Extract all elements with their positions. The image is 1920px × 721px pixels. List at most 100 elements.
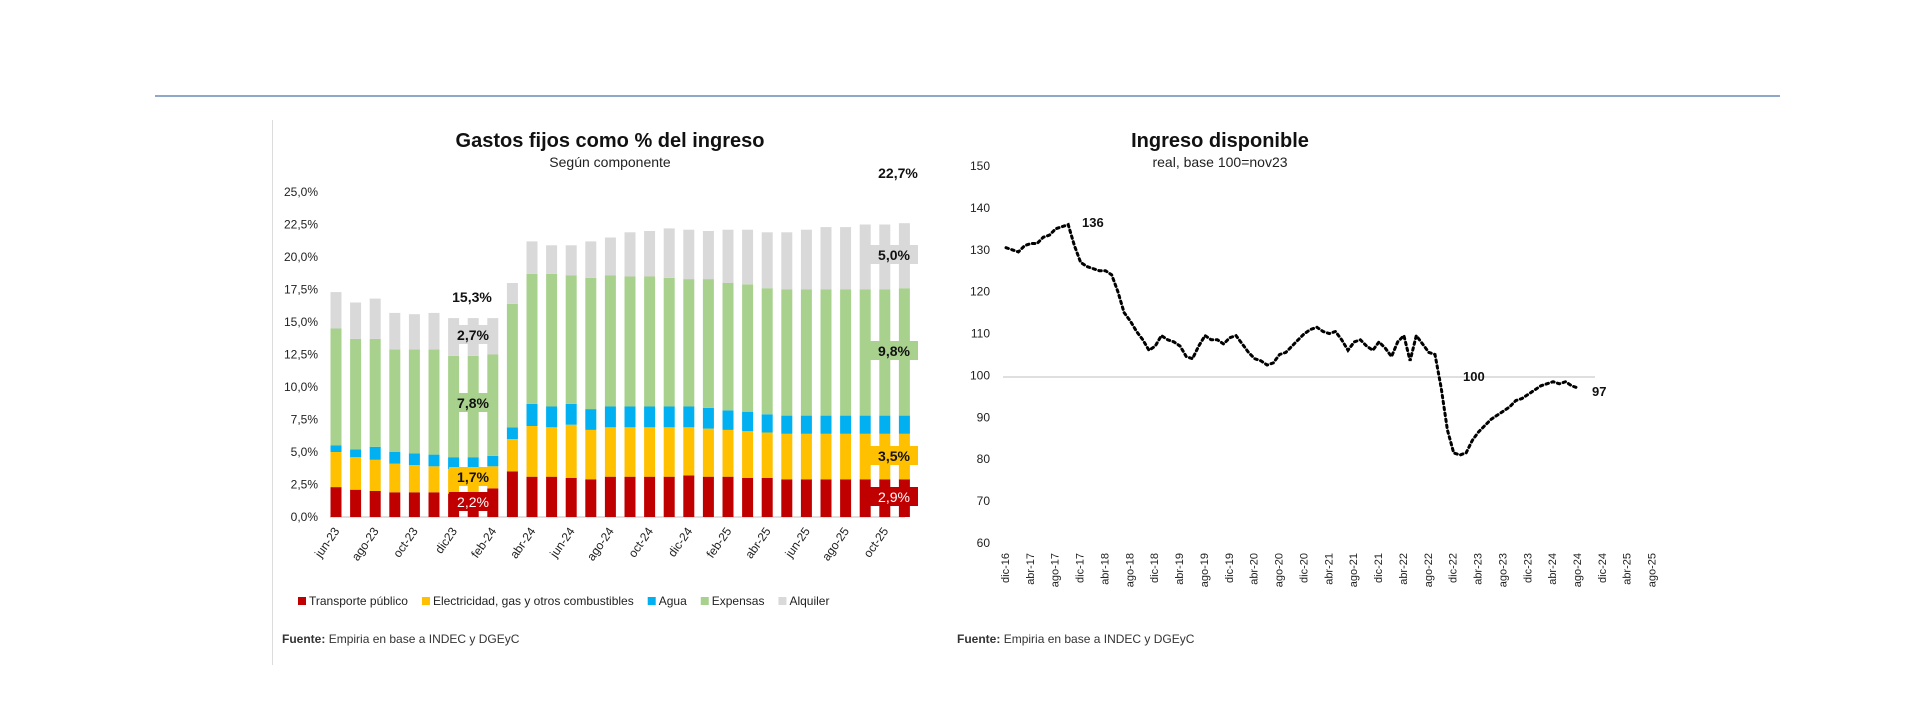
bar-segment-electricidad <box>800 433 812 480</box>
bar-x-tick-label: ago-25 <box>819 524 852 563</box>
bar-segment-transporte <box>350 489 362 517</box>
bar-segment-agua <box>663 406 675 428</box>
bar-segment-agua <box>330 445 342 452</box>
bar-segment-expensas <box>408 349 420 454</box>
source-label: Fuente: <box>957 632 1001 646</box>
bar-segment-expensas <box>546 273 558 407</box>
bar-segment-expensas <box>683 279 695 407</box>
bar-segment-expensas <box>369 338 381 447</box>
bar-segment-alquiler <box>722 229 734 283</box>
bar-segment-electricidad <box>859 433 871 480</box>
line-series <box>1004 222 1580 457</box>
line-x-tick-label: dic-19 <box>1224 553 1236 583</box>
line-y-tick-label: 110 <box>971 327 990 341</box>
bar-x-tick-label: dic23 <box>432 524 460 556</box>
bar-segment-expensas <box>428 349 440 455</box>
line-x-tick-label: abr-22 <box>1398 553 1410 585</box>
bar-segment-agua <box>467 457 479 469</box>
line-x-tick-label: ago-22 <box>1423 553 1435 587</box>
bar-segment-transporte <box>644 476 656 517</box>
legend-swatch-transporte <box>298 597 306 605</box>
bar-segment-transporte <box>526 476 538 517</box>
bar-segment-alquiler <box>663 228 675 278</box>
bar-segment-transporte <box>781 479 793 517</box>
bar-y-axis: 0,0% 2,5% 5,0% 7,5% 10,0% 12,5% 15,0% 17,5% 20,0… <box>284 185 318 524</box>
bar-segment-transporte <box>702 476 714 517</box>
bar-segment-transporte <box>585 479 597 517</box>
line-x-tick-label: dic-16 <box>1000 553 1012 583</box>
line-y-tick-label: 140 <box>970 201 990 215</box>
bar-segment-transporte <box>546 476 558 517</box>
line-chart-title: Ingreso disponible <box>1131 130 1309 152</box>
bar-segment-alquiler <box>702 231 714 280</box>
bar-segment-transporte <box>840 479 852 517</box>
bar-segment-agua <box>820 415 832 434</box>
bar-segment-electricidad <box>389 463 401 493</box>
label-box-alquiler-feb24 <box>449 325 497 344</box>
line-x-tick-label: dic-22 <box>1448 553 1460 583</box>
bar-segment-expensas <box>840 289 852 416</box>
line-x-tick-label: ago-25 <box>1647 553 1659 587</box>
left-divider-line <box>272 120 273 665</box>
bar-segment-expensas <box>820 289 832 416</box>
bar-segment-alquiler <box>350 302 362 339</box>
line-x-tick-label: ago-23 <box>1497 553 1509 587</box>
line-x-tick-label: dic-24 <box>1597 553 1609 583</box>
bar-segment-agua <box>879 415 891 434</box>
bar-x-tick-label: abr-24 <box>507 524 539 561</box>
label-box-transporte-feb24 <box>449 492 497 511</box>
bar-segment-electricidad <box>722 429 734 477</box>
bar-segment-alquiler <box>506 283 518 304</box>
bar-data-labels: 15,3% 22,7% 2,7% 7,8% 1,7% 2,2% 5,0% 9,8… <box>449 165 918 511</box>
line-chart-subtitle: real, base 100=nov23 <box>1152 154 1287 170</box>
bar-y-tick-label: 15,0% <box>284 315 318 329</box>
bar-x-tick-label: jun-25 <box>782 524 813 560</box>
legend-swatch-agua <box>647 597 656 605</box>
line-chart: Ingreso disponible real, base 100=nov23 … <box>970 130 1659 587</box>
label-electricidad-feb24: 1,7% <box>457 469 489 485</box>
bar-segment-expensas <box>604 275 616 407</box>
bar-x-axis: jun-23 ago-23 oct-23 dic23 feb-24 abr-24 jun-2… <box>311 524 891 563</box>
bar-segment-expensas <box>350 338 362 450</box>
bar-segment-agua <box>644 406 656 428</box>
bar-segment-expensas <box>624 276 636 407</box>
bar-y-tick-label: 10,0% <box>284 380 318 394</box>
source-note-right: Fuente: Empiria en base a INDEC y DGEyC <box>957 632 1194 646</box>
bar-segment-alquiler <box>644 231 656 277</box>
line-x-tick-label: abr-24 <box>1547 553 1559 585</box>
bar-segment-expensas <box>330 328 342 446</box>
bar-segment-transporte <box>800 479 812 517</box>
line-x-tick-label: ago-21 <box>1348 553 1360 587</box>
bar-segment-alquiler <box>565 245 577 276</box>
bar-segment-agua <box>526 403 538 426</box>
bar-segment-transporte <box>604 476 616 517</box>
bar-segment-transporte <box>565 478 577 517</box>
bar-segment-transporte <box>859 479 871 517</box>
bar-segment-agua <box>761 414 773 433</box>
bar-segment-electricidad <box>546 427 558 477</box>
label-box-expensas-feb24 <box>449 393 497 412</box>
bar-segment-alquiler <box>859 224 871 290</box>
line-x-tick-label: abr-25 <box>1622 553 1634 585</box>
bar-y-tick-label: 0,0% <box>291 510 319 524</box>
bar-y-tick-label: 25,0% <box>284 185 318 199</box>
label-box-electricidad-feb24 <box>449 467 497 486</box>
line-x-tick-label: ago-18 <box>1124 553 1136 587</box>
bar-segment-electricidad <box>702 428 714 477</box>
bar-segment-electricidad <box>585 429 597 480</box>
bar-x-tick-label: jun-24 <box>546 524 577 560</box>
bar-segment-agua <box>546 406 558 428</box>
line-y-tick-label: 80 <box>977 452 991 466</box>
line-x-tick-label: dic-20 <box>1298 553 1310 583</box>
bar-segment-electricidad <box>624 427 636 477</box>
line-y-tick-label: 120 <box>970 285 990 299</box>
bar-segment-agua <box>722 410 734 430</box>
bar-segment-electricidad <box>408 465 420 493</box>
bar-segment-electricidad <box>369 459 381 491</box>
line-x-tick-label: dic-23 <box>1522 553 1534 583</box>
bar-segment-agua <box>408 453 420 465</box>
bar-segment-transporte <box>742 478 754 517</box>
line-label-base: 100 <box>1463 369 1485 384</box>
bar-y-tick-label: 7,5% <box>291 413 319 427</box>
bar-segment-electricidad <box>526 426 538 477</box>
